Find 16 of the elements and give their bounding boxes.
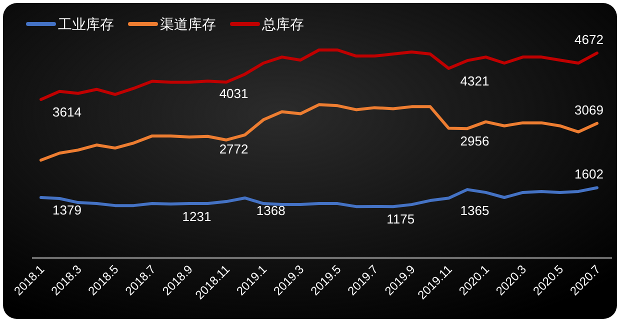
data-label: 1231: [182, 208, 212, 224]
data-label: 2956: [460, 133, 490, 148]
data-label: 2772: [219, 141, 248, 156]
data-label: 3069: [574, 102, 604, 118]
data-label: 4321: [460, 73, 490, 88]
data-label: 1602: [574, 166, 604, 182]
legend-label: 工业库存: [58, 16, 114, 32]
data-label: 4031: [219, 86, 248, 102]
data-label: 1365: [460, 203, 490, 218]
data-label: 1175: [386, 211, 415, 226]
data-label: 3614: [52, 104, 82, 120]
data-label: 4672: [574, 32, 604, 48]
data-label: 1379: [52, 202, 82, 218]
legend-label: 渠道库存: [160, 16, 216, 32]
legend-label: 总库存: [261, 16, 304, 32]
data-label: 1368: [256, 202, 286, 218]
